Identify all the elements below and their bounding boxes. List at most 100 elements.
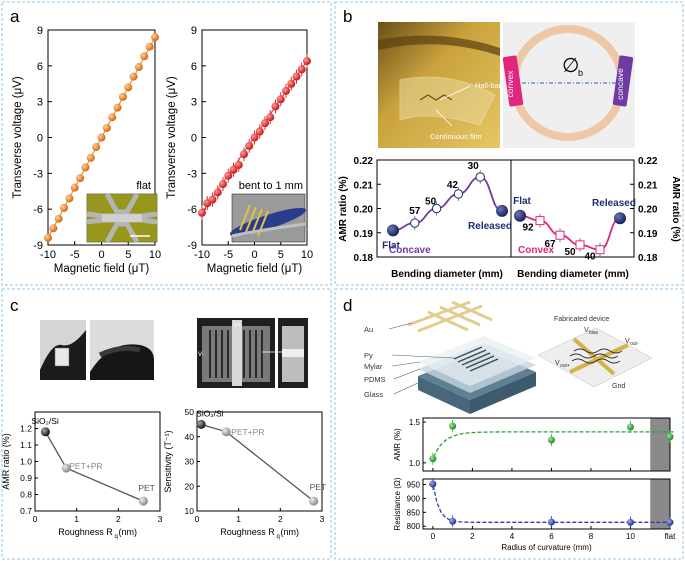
point-label: SiO₂/Si bbox=[31, 416, 58, 426]
point-label: Released bbox=[468, 221, 512, 232]
data-point bbox=[282, 86, 290, 95]
panel-c-border bbox=[1, 288, 332, 560]
y-tick-label: -9 bbox=[33, 240, 43, 252]
data-point bbox=[666, 518, 674, 526]
y-tick-label-left: 0.20 bbox=[354, 205, 374, 216]
data-point bbox=[138, 496, 148, 506]
stack-diagram bbox=[388, 300, 536, 414]
data-point bbox=[118, 92, 127, 101]
y-tick-label-right: 0.18 bbox=[638, 253, 658, 264]
data-point bbox=[129, 72, 138, 81]
x-tick-label: 2 bbox=[470, 532, 475, 541]
photo-b-hallbar-label: Hall-bar bbox=[475, 81, 502, 90]
inset-flat-label: flat bbox=[136, 180, 151, 192]
y-tick-label: -6 bbox=[187, 204, 197, 216]
photo-c-vplus: V+ bbox=[234, 323, 242, 329]
x-tick-label: 5 bbox=[125, 249, 131, 261]
x-tick-label: 3 bbox=[320, 514, 325, 524]
x-axis-label: Radius of curvature (mm) bbox=[501, 543, 592, 552]
y-tick-label: 20 bbox=[185, 481, 195, 491]
point-label: 50 bbox=[425, 197, 437, 208]
ring-diagram bbox=[502, 22, 635, 148]
device-vout-minus-sub: out- bbox=[630, 341, 639, 347]
data-point bbox=[108, 113, 117, 122]
y-tick-label: 1.1 bbox=[20, 440, 32, 450]
y-tick-label-left: 0.18 bbox=[354, 253, 374, 264]
data-point bbox=[575, 240, 585, 250]
data-point bbox=[535, 216, 545, 226]
data-point bbox=[276, 95, 285, 104]
y-tick-label: 40 bbox=[185, 432, 195, 442]
x-tick-label: 10 bbox=[301, 249, 313, 261]
x-axis-label: Roughness R bbox=[220, 527, 275, 537]
data-point bbox=[287, 79, 296, 88]
y-tick-label: 1.2 bbox=[20, 424, 32, 434]
y-tick-label: 800 bbox=[407, 522, 421, 531]
x-tick-label: 4 bbox=[510, 532, 515, 541]
data-point bbox=[547, 518, 555, 526]
ring-concave-label: concave bbox=[615, 68, 625, 100]
device-gnd: Gnd bbox=[612, 383, 625, 390]
point-label: 50 bbox=[564, 247, 576, 258]
data-point bbox=[453, 189, 464, 199]
x-tick-label: 1 bbox=[236, 514, 241, 524]
data-point bbox=[92, 143, 101, 152]
annotation-concave: Concave bbox=[389, 245, 431, 256]
x-tick-label: 10 bbox=[626, 532, 635, 541]
y-tick-label: 6 bbox=[37, 61, 43, 73]
y-tick-label: 1.0 bbox=[20, 457, 32, 467]
y-tick-label: 900 bbox=[407, 494, 421, 503]
y-axis-label: AMR ratio (%) bbox=[1, 433, 11, 490]
flat-region bbox=[650, 418, 670, 471]
data-point bbox=[240, 150, 248, 159]
data-point bbox=[309, 496, 319, 506]
data-point bbox=[387, 224, 399, 237]
ring-phi-symbol: ∅ bbox=[562, 55, 579, 77]
data-point bbox=[614, 212, 626, 225]
y-tick-label: 1.5 bbox=[409, 418, 421, 427]
stack-label: Glass bbox=[364, 390, 383, 399]
x-tick-label: 3 bbox=[158, 514, 163, 524]
data-point bbox=[134, 63, 143, 72]
x-axis-label: Magnetic field (μT) bbox=[54, 263, 150, 275]
device-title: Fabricated device bbox=[554, 316, 609, 323]
data-point bbox=[245, 141, 254, 150]
data-point bbox=[555, 230, 565, 240]
device-vbias: V bbox=[584, 327, 589, 334]
stack-labels: Au Py Mylar PDMS Glass bbox=[364, 325, 386, 399]
y-tick-label: -3 bbox=[187, 168, 197, 180]
data-point bbox=[271, 102, 280, 111]
stack-label: Mylar bbox=[364, 362, 383, 371]
y-tick-label: 850 bbox=[407, 508, 421, 517]
point-label: 42 bbox=[447, 180, 459, 191]
data-point bbox=[65, 194, 74, 203]
data-point bbox=[113, 103, 122, 112]
data-point bbox=[140, 52, 149, 61]
chart-b-bending: 0.22 0.21 0.20 0.19 0.18 0.22 0.21 0.20 0.19 0.18… bbox=[338, 156, 681, 280]
point-label: Released bbox=[592, 198, 636, 209]
y-tick-label: 3 bbox=[37, 97, 43, 109]
photo-b-device bbox=[378, 22, 500, 148]
y-tick-label: 0.8 bbox=[20, 490, 32, 500]
panel-letter-b: b bbox=[343, 7, 352, 26]
data-point bbox=[449, 517, 457, 525]
x-tick-label: -10 bbox=[40, 249, 56, 261]
y-tick-label: 0.9 bbox=[20, 473, 32, 483]
data-point bbox=[292, 72, 301, 81]
stack-label: Au bbox=[364, 325, 373, 334]
y-tick-label: 0 bbox=[191, 133, 197, 145]
y-axis-label-right: AMR ratio (%) bbox=[670, 176, 681, 242]
stack-label: Py bbox=[364, 351, 373, 360]
panel-letter-a: a bbox=[10, 7, 20, 26]
y-tick-label: 0.7 bbox=[20, 506, 32, 516]
y-tick-label-right: 0.20 bbox=[638, 205, 658, 216]
data-point bbox=[81, 163, 90, 172]
point-label: 67 bbox=[544, 239, 556, 250]
data-point bbox=[70, 183, 79, 192]
point-label: PET+PR bbox=[69, 461, 102, 471]
panel-a-border bbox=[1, 1, 332, 286]
x-tick-label: 1 bbox=[74, 514, 79, 524]
x-tick-label: 6 bbox=[549, 532, 554, 541]
x-tick-label: -5 bbox=[223, 249, 233, 261]
